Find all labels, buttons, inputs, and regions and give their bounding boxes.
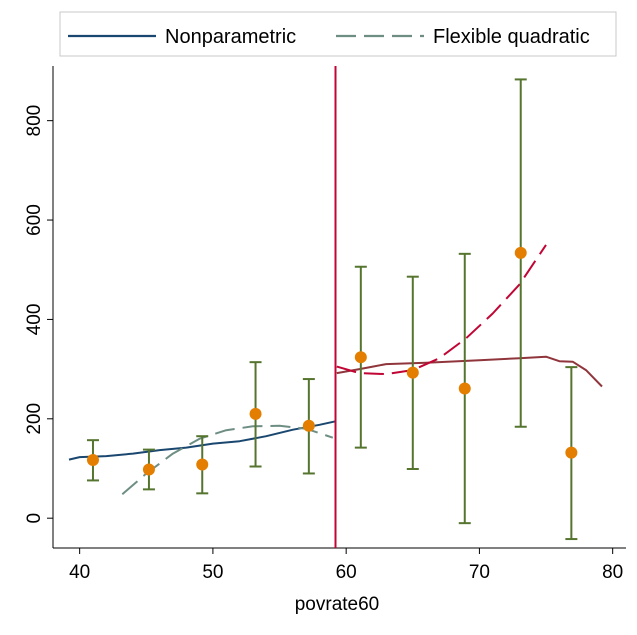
series-line-flexible-quadratic-right [336, 244, 547, 376]
y-tick-label: 0 [24, 513, 45, 524]
binned-mean-point [196, 458, 209, 471]
binned-mean-point [142, 463, 155, 476]
binned-mean-point [354, 351, 367, 364]
binned-mean-point [565, 446, 578, 459]
legend-label-nonparametric: Nonparametric [165, 26, 296, 48]
binned-means [86, 246, 578, 476]
series-line-nonparametric-left [68, 420, 336, 461]
binned-mean-point [458, 382, 471, 395]
y-tick-label: 600 [24, 204, 45, 236]
legend-box [59, 11, 617, 57]
x-tick-label: 60 [336, 562, 357, 583]
y-tick-label: 200 [24, 403, 45, 435]
binned-mean-point [86, 454, 99, 467]
legend: Nonparametric Flexible quadratic [59, 11, 617, 57]
binned-mean-point [302, 419, 315, 432]
y-axis: 0 200 400 600 800 [24, 105, 53, 524]
x-axis-title: povrate60 [295, 594, 380, 615]
x-tick-label: 70 [469, 562, 490, 583]
x-tick-label: 50 [202, 562, 223, 583]
legend-label-flexible-quadratic: Flexible quadratic [433, 26, 590, 48]
series-lines [68, 244, 603, 496]
binned-mean-point [514, 246, 527, 259]
binned-mean-point [249, 407, 262, 420]
x-tick-label: 40 [69, 562, 90, 583]
y-tick-label: 400 [24, 304, 45, 336]
x-axis: 40 50 60 70 80 [69, 548, 623, 583]
x-tick-label: 80 [602, 562, 623, 583]
binned-mean-point [406, 366, 419, 379]
y-tick-label: 800 [24, 105, 45, 137]
series-line-flexible-quadratic-left [121, 424, 334, 496]
series-line-nonparametric-right [336, 355, 603, 388]
plot-area [52, 66, 626, 549]
